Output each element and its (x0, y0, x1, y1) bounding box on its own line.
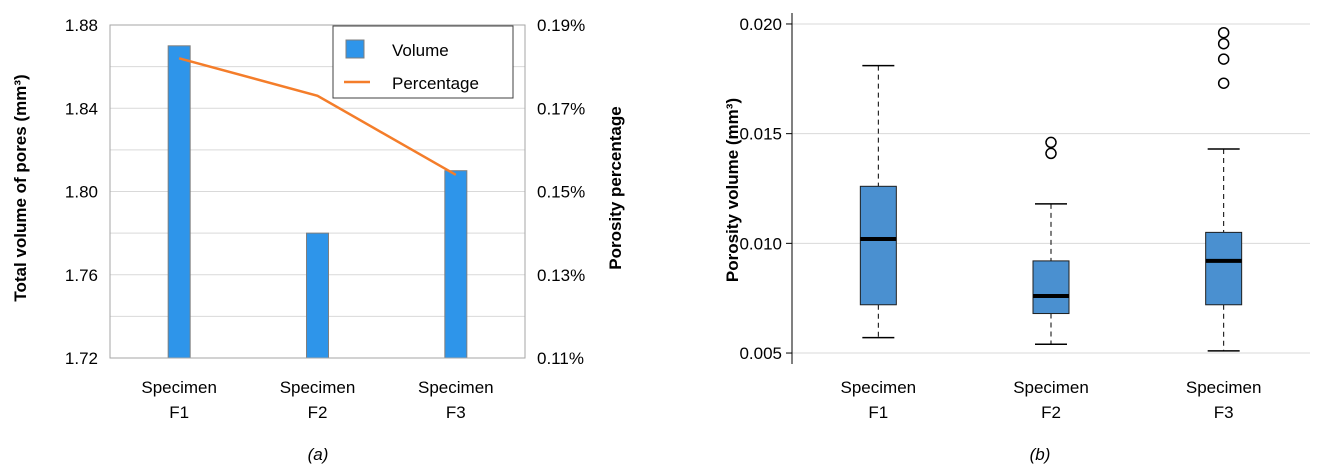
chart-a-right-axis-ticks: 0.11% 0.13% 0.15% 0.17% 0.19% (537, 16, 585, 368)
legend-volume-label: Volume (392, 41, 449, 60)
volume-bar (444, 170, 468, 359)
right-tick-label: 0.17% (537, 99, 585, 118)
chart-b-y-axis-ticks: 0.005 0.010 0.015 0.020 (739, 15, 792, 363)
right-tick-label: 0.19% (537, 16, 585, 35)
category-label: F1 (169, 403, 189, 422)
category-label: Specimen (280, 378, 356, 397)
box-plot (1205, 26, 1243, 352)
left-tick-label: 1.80 (65, 183, 98, 202)
left-tick-label: 1.76 (65, 266, 98, 285)
volume-bar (167, 45, 191, 359)
category-label: F2 (1041, 403, 1061, 422)
chart-a-bars (167, 45, 468, 359)
category-label: F3 (1214, 403, 1234, 422)
y-tick-label: 0.010 (739, 234, 782, 253)
legend-box (332, 25, 514, 99)
category-label: F2 (308, 403, 328, 422)
outlier-point (1217, 26, 1230, 39)
category-label: Specimen (1013, 378, 1089, 397)
caption-b: (b) (1030, 445, 1051, 464)
left-tick-label: 1.84 (65, 99, 98, 118)
outlier-point (1217, 53, 1230, 65)
outlier-point (1045, 136, 1057, 149)
category-label: Specimen (141, 378, 217, 397)
left-tick-label: 1.72 (65, 349, 98, 368)
category-label: Specimen (1186, 378, 1262, 397)
category-label: Specimen (841, 378, 917, 397)
box-plot (859, 64, 897, 339)
right-tick-label: 0.11% (537, 349, 584, 368)
chart-a-category-labels: Specimen F1 Specimen F2 Specimen F3 (141, 378, 493, 422)
chart-b-boxes (859, 26, 1243, 352)
interquartile-box (1032, 260, 1070, 315)
right-tick-label: 0.15% (537, 183, 585, 202)
category-label: F3 (446, 403, 466, 422)
legend-volume-swatch (345, 39, 365, 59)
volume-bar (306, 232, 329, 359)
chart-a-left-axis-ticks: 1.72 1.76 1.80 1.84 1.88 (65, 16, 98, 368)
legend-percentage-label: Percentage (392, 74, 479, 93)
caption-a: (a) (308, 445, 329, 464)
y-tick-label: 0.015 (739, 125, 782, 144)
chart-panel-b: 0.005 0.010 0.015 0.020 Specimen F1 Specimen F… (723, 13, 1310, 422)
percentage-line (178, 57, 457, 176)
chart-a-percentage-line (178, 57, 457, 176)
chart-a-right-axis-title: Porosity percentage (606, 106, 625, 269)
outlier-point (1217, 37, 1230, 50)
chart-a-plot-frame (109, 24, 526, 359)
interquartile-box (1205, 231, 1243, 306)
right-tick-label: 0.13% (537, 266, 585, 285)
outlier-point (1045, 147, 1057, 160)
chart-panel-a: 1.72 1.76 1.80 1.84 1.88 0.11% 0.13% 0.15% 0.17… (11, 16, 625, 422)
category-label: Specimen (418, 378, 494, 397)
chart-a-left-axis-title: Total volume of pores (mm³) (11, 74, 30, 301)
chart-a-legend: Volume Percentage (332, 25, 514, 99)
chart-b-category-labels: Specimen F1 Specimen F2 Specimen F3 (841, 378, 1262, 422)
y-tick-label: 0.005 (739, 344, 782, 363)
outlier-point (1217, 77, 1230, 89)
chart-b-y-axis-title: Porosity volume (mm³) (723, 98, 742, 282)
box-plot (1032, 136, 1070, 346)
interquartile-box (859, 185, 897, 306)
y-tick-label: 0.020 (739, 15, 782, 34)
left-tick-label: 1.88 (65, 16, 98, 35)
category-label: F1 (868, 403, 888, 422)
